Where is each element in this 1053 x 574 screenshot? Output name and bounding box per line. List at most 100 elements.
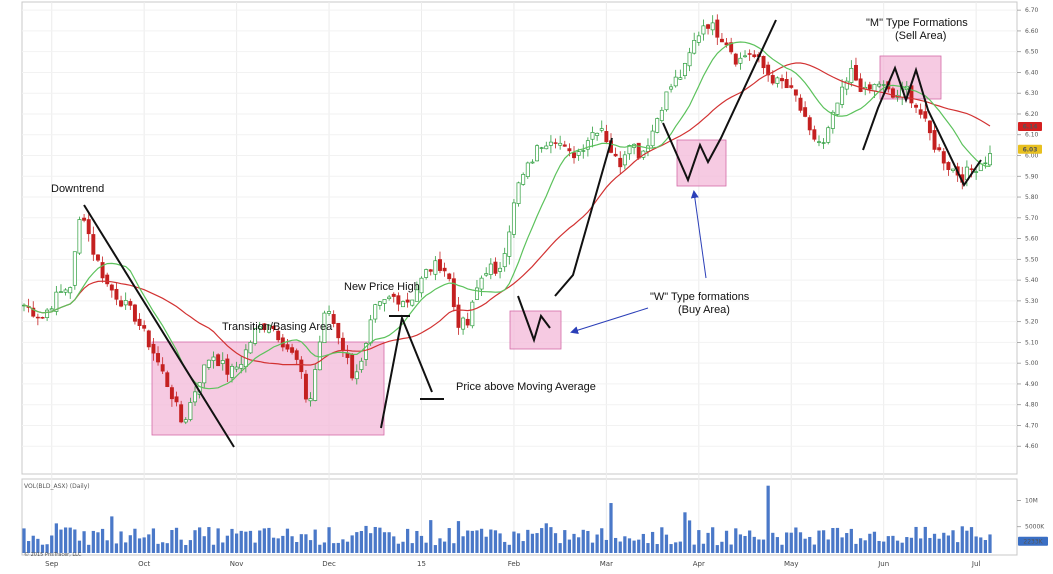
volume-bar xyxy=(424,542,428,553)
candle-body xyxy=(502,253,507,268)
volume-bar xyxy=(350,535,354,553)
volume-bar xyxy=(124,542,128,553)
candle-body xyxy=(327,311,332,314)
volume-bar xyxy=(748,530,752,553)
arrow-to-w2 xyxy=(690,190,707,279)
candle-body xyxy=(890,88,895,98)
price-tag-box xyxy=(1018,121,1042,131)
candle-body xyxy=(461,317,466,330)
candle-body xyxy=(572,152,576,159)
candle-body xyxy=(438,259,442,271)
volume-bar xyxy=(207,527,211,553)
volume-title: VOL(BLD_ASX) (Daily) xyxy=(24,483,90,490)
candle-body xyxy=(248,342,253,354)
y-tick-label: 4.60 xyxy=(1025,443,1039,450)
candle-body xyxy=(387,296,392,300)
candle-body xyxy=(447,273,452,280)
candle-body xyxy=(123,300,128,306)
volume-bar xyxy=(128,535,132,553)
volume-bar xyxy=(678,541,682,553)
candle-body xyxy=(239,364,244,369)
candle-body xyxy=(581,150,586,152)
candle-body xyxy=(738,57,743,64)
volume-bar xyxy=(641,533,645,553)
volume-bar xyxy=(429,520,433,553)
candle-body xyxy=(872,84,877,92)
y-tick-label: 5.90 xyxy=(1025,173,1039,180)
volume-bar xyxy=(290,536,294,553)
candle-body xyxy=(128,301,133,306)
volume-bar xyxy=(785,532,789,553)
candle-body xyxy=(812,129,817,140)
volume-bar xyxy=(817,530,821,553)
volume-bar xyxy=(489,529,493,553)
volume-bar xyxy=(142,537,146,553)
candle-body xyxy=(31,307,36,317)
volume-bar xyxy=(119,531,123,553)
volume-bar xyxy=(909,537,914,553)
y-tick-label: 4.80 xyxy=(1025,402,1039,409)
y-tick-label: 6.10 xyxy=(1025,132,1039,139)
candle-body xyxy=(937,147,942,151)
volume-bar xyxy=(364,525,368,553)
arrow-to-w1 xyxy=(570,307,649,335)
volume-bar xyxy=(845,533,849,553)
volume-bar xyxy=(22,528,26,553)
volume-bar xyxy=(882,541,886,553)
volume-bar xyxy=(105,540,109,553)
candle-body xyxy=(719,38,724,43)
y-tick-label: 6.70 xyxy=(1025,7,1039,14)
volume-bar xyxy=(946,535,951,553)
x-tick-label: Jun xyxy=(877,560,889,568)
volume-bar xyxy=(521,541,525,553)
price-tag-box xyxy=(1018,144,1042,154)
candle-body xyxy=(419,277,424,294)
volume-bar xyxy=(812,544,816,553)
x-tick-label: Dec xyxy=(322,560,336,568)
candle-body xyxy=(368,319,373,344)
volume-bar xyxy=(110,516,114,553)
price-tag-label: 6.03 xyxy=(1023,146,1038,153)
volume-bar xyxy=(798,532,803,553)
candle-body xyxy=(516,182,521,204)
candle-body xyxy=(914,104,919,108)
volume-bar xyxy=(549,527,553,553)
volume-bar xyxy=(100,528,105,553)
candle-body xyxy=(456,304,461,328)
x-tick-label: 15 xyxy=(417,560,426,568)
candle-body xyxy=(401,301,405,308)
volume-panel-frame xyxy=(21,478,1018,556)
x-tick-label: Apr xyxy=(693,560,705,568)
volume-bar xyxy=(803,538,807,553)
candle-body xyxy=(350,354,355,379)
y-tick-label: 5.10 xyxy=(1025,339,1039,346)
time-axis: Sep Oct Nov Dec 15 Feb Mar Apr May Jun Jul xyxy=(45,560,980,568)
candle-body xyxy=(761,55,766,69)
candle-body xyxy=(54,291,59,312)
candle-body xyxy=(262,323,267,330)
volume-bar xyxy=(466,530,470,553)
candle-body xyxy=(373,304,378,320)
volume-bar xyxy=(577,537,581,553)
volume-bar xyxy=(761,539,766,553)
volume-bar xyxy=(766,485,770,553)
volume-bar xyxy=(567,539,572,553)
candle-body xyxy=(521,174,526,185)
volume-bar xyxy=(655,544,659,553)
candle-body xyxy=(474,287,479,300)
candle-body xyxy=(193,391,197,403)
volume-bar xyxy=(752,536,756,553)
candle-body xyxy=(927,120,932,134)
volume-bars xyxy=(22,485,992,553)
candle-body xyxy=(988,153,992,166)
candle-body xyxy=(253,328,258,344)
candle-body xyxy=(687,52,692,67)
candle-body xyxy=(585,140,590,150)
volume-bar xyxy=(613,537,618,553)
candle-body xyxy=(932,130,937,150)
volume-bar xyxy=(447,528,451,553)
volume-bar xyxy=(470,530,474,553)
volume-bar xyxy=(345,541,350,553)
